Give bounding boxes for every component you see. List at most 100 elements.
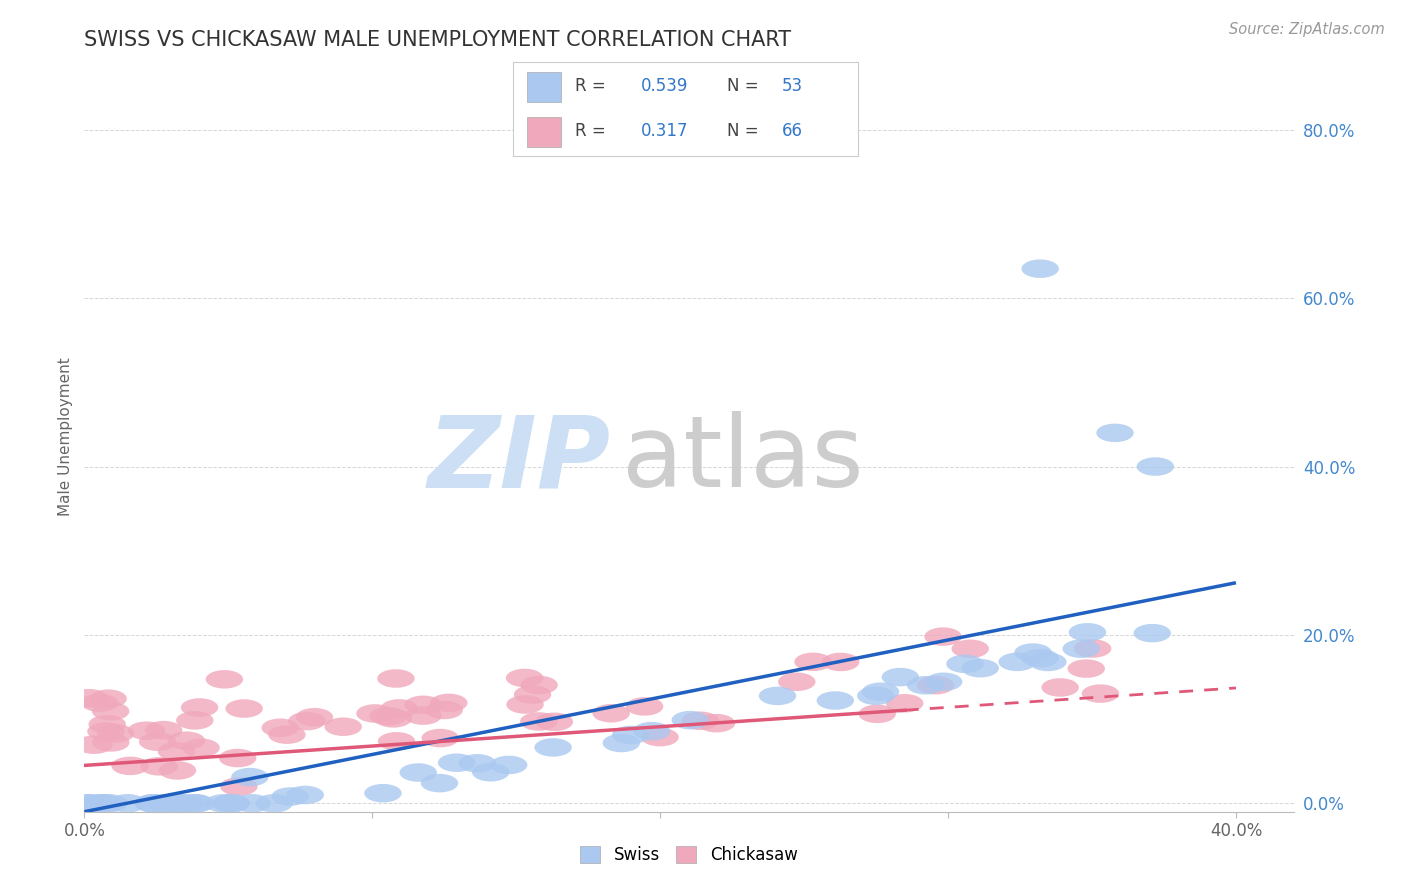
- Ellipse shape: [858, 687, 894, 705]
- Ellipse shape: [924, 627, 962, 646]
- Ellipse shape: [882, 668, 920, 686]
- Ellipse shape: [167, 731, 205, 750]
- Ellipse shape: [952, 640, 988, 658]
- Ellipse shape: [287, 786, 323, 805]
- Ellipse shape: [925, 673, 962, 691]
- Ellipse shape: [633, 722, 671, 740]
- Ellipse shape: [907, 676, 945, 695]
- Ellipse shape: [364, 784, 402, 803]
- Ellipse shape: [141, 757, 177, 775]
- Text: ZIP: ZIP: [427, 411, 610, 508]
- Ellipse shape: [472, 763, 509, 781]
- Ellipse shape: [697, 714, 735, 732]
- Ellipse shape: [135, 794, 172, 813]
- Text: N =: N =: [727, 77, 758, 95]
- Ellipse shape: [219, 748, 256, 767]
- Text: 0.539: 0.539: [641, 77, 688, 95]
- Ellipse shape: [91, 702, 129, 721]
- Ellipse shape: [399, 764, 437, 781]
- Ellipse shape: [205, 670, 243, 689]
- Text: SWISS VS CHICKASAW MALE UNEMPLOYMENT CORRELATION CHART: SWISS VS CHICKASAW MALE UNEMPLOYMENT COR…: [84, 29, 792, 50]
- Ellipse shape: [1022, 260, 1059, 278]
- Text: Source: ZipAtlas.com: Source: ZipAtlas.com: [1229, 22, 1385, 37]
- Ellipse shape: [135, 794, 173, 813]
- Ellipse shape: [288, 712, 325, 731]
- Ellipse shape: [148, 794, 184, 813]
- FancyBboxPatch shape: [527, 117, 561, 147]
- Text: atlas: atlas: [623, 411, 865, 508]
- Ellipse shape: [794, 653, 832, 671]
- Ellipse shape: [422, 729, 458, 747]
- Ellipse shape: [817, 691, 853, 710]
- Ellipse shape: [405, 696, 441, 714]
- Ellipse shape: [212, 794, 250, 813]
- Ellipse shape: [181, 698, 218, 717]
- Text: 53: 53: [782, 77, 803, 95]
- Ellipse shape: [128, 722, 165, 740]
- Ellipse shape: [83, 794, 121, 813]
- Ellipse shape: [1063, 640, 1099, 658]
- Ellipse shape: [1074, 640, 1111, 657]
- Ellipse shape: [1042, 678, 1078, 697]
- Ellipse shape: [262, 718, 299, 737]
- Ellipse shape: [91, 733, 129, 752]
- Ellipse shape: [603, 734, 640, 752]
- Ellipse shape: [225, 699, 263, 718]
- Ellipse shape: [271, 788, 309, 805]
- Ellipse shape: [381, 699, 418, 718]
- Ellipse shape: [859, 705, 896, 723]
- Ellipse shape: [641, 728, 679, 747]
- Ellipse shape: [506, 695, 544, 714]
- Ellipse shape: [90, 690, 127, 708]
- Ellipse shape: [325, 717, 361, 736]
- Text: R =: R =: [575, 77, 606, 95]
- Ellipse shape: [166, 794, 202, 813]
- Ellipse shape: [506, 669, 543, 687]
- Ellipse shape: [520, 712, 557, 731]
- Ellipse shape: [1081, 684, 1119, 703]
- Ellipse shape: [1022, 648, 1059, 667]
- Ellipse shape: [1029, 653, 1067, 671]
- Ellipse shape: [221, 777, 257, 796]
- Ellipse shape: [378, 732, 415, 750]
- Ellipse shape: [1136, 458, 1174, 475]
- Ellipse shape: [139, 732, 176, 751]
- Ellipse shape: [1014, 643, 1052, 662]
- Ellipse shape: [1133, 624, 1171, 642]
- Text: 66: 66: [782, 122, 803, 140]
- Ellipse shape: [374, 709, 412, 728]
- Ellipse shape: [256, 794, 292, 813]
- Ellipse shape: [437, 754, 475, 772]
- Ellipse shape: [76, 735, 112, 754]
- Ellipse shape: [87, 723, 125, 740]
- Ellipse shape: [72, 794, 110, 813]
- Ellipse shape: [682, 712, 718, 730]
- Ellipse shape: [962, 659, 998, 677]
- Ellipse shape: [430, 694, 468, 712]
- Ellipse shape: [420, 774, 458, 792]
- Ellipse shape: [626, 698, 664, 715]
- Ellipse shape: [183, 739, 219, 757]
- Ellipse shape: [159, 761, 197, 780]
- Ellipse shape: [489, 756, 527, 774]
- Text: R =: R =: [575, 122, 606, 140]
- Ellipse shape: [157, 742, 195, 761]
- Ellipse shape: [1069, 623, 1107, 641]
- Text: N =: N =: [727, 122, 758, 140]
- Ellipse shape: [205, 794, 242, 813]
- Ellipse shape: [150, 794, 187, 813]
- Ellipse shape: [82, 693, 118, 712]
- Ellipse shape: [356, 704, 394, 723]
- Ellipse shape: [212, 794, 250, 813]
- Ellipse shape: [111, 756, 149, 775]
- Ellipse shape: [823, 653, 859, 671]
- Ellipse shape: [67, 794, 105, 813]
- Ellipse shape: [534, 739, 572, 756]
- Ellipse shape: [1097, 424, 1133, 442]
- Ellipse shape: [269, 725, 305, 744]
- Ellipse shape: [513, 685, 551, 704]
- Ellipse shape: [231, 768, 269, 787]
- Ellipse shape: [89, 715, 127, 733]
- Ellipse shape: [97, 724, 135, 743]
- Ellipse shape: [176, 711, 214, 730]
